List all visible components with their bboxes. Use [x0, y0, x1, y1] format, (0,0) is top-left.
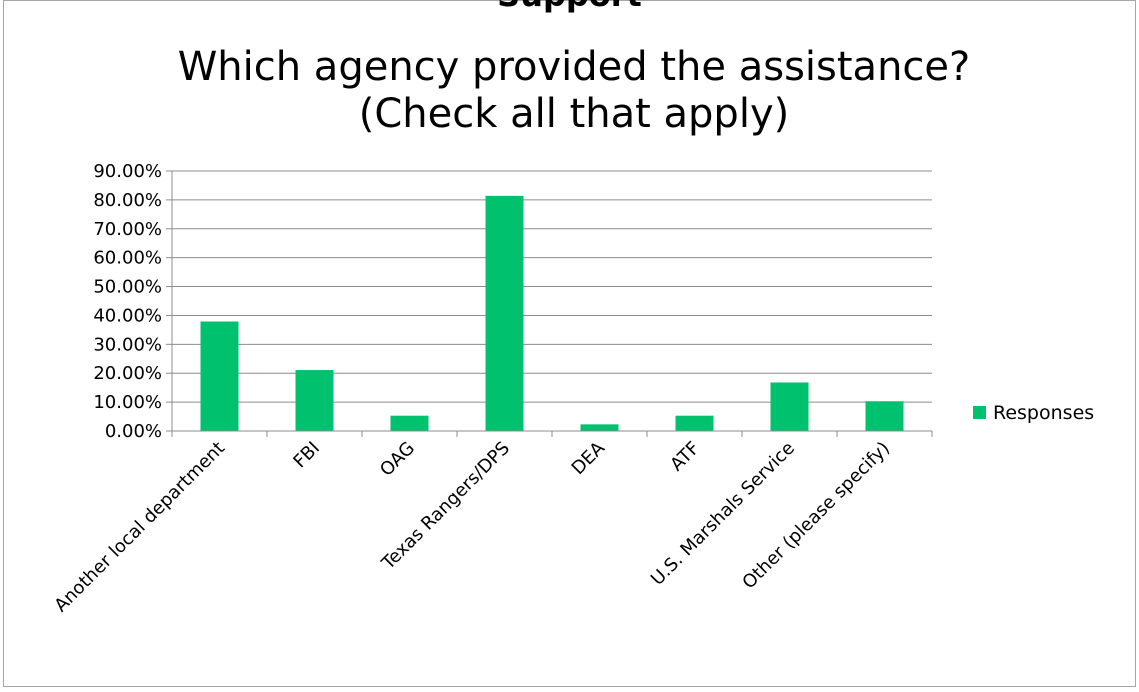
bar: [865, 401, 904, 431]
legend-label: Responses: [993, 402, 1094, 424]
y-tick-label: 40.00%: [93, 305, 162, 326]
y-tick-label: 50.00%: [93, 277, 162, 298]
y-tick-label: 30.00%: [93, 334, 162, 355]
chart-title-line-2: (Check all that apply): [359, 91, 789, 137]
y-tick-label: 20.00%: [93, 363, 162, 384]
x-category-label: Another local department: [50, 438, 229, 617]
y-tick-label: 80.00%: [93, 190, 162, 211]
cut-off-heading: Support: [0, 0, 1139, 14]
x-category-label: DEA: [568, 437, 610, 479]
y-axis-ticks: 0.00% 10.00% 20.00% 30.00% 40.00% 50.00% 60.00…: [93, 161, 172, 442]
bar: [770, 382, 809, 431]
y-tick-label: 70.00%: [93, 219, 162, 240]
bar: [675, 415, 714, 431]
bar: [200, 321, 239, 431]
x-axis: [171, 171, 933, 437]
bar: [485, 195, 524, 431]
chart-frame: [3, 0, 1136, 687]
y-tick-label: 0.00%: [105, 421, 162, 442]
y-tick-label: 60.00%: [93, 248, 162, 269]
bars: [200, 195, 904, 431]
y-tick-label: 90.00%: [93, 161, 162, 182]
bar: [390, 415, 429, 431]
x-category-label: ATF: [666, 438, 704, 476]
x-category-label: OAG: [376, 438, 419, 481]
bar: [580, 424, 619, 431]
gridlines: [172, 170, 932, 403]
x-category-label: FBI: [289, 438, 324, 473]
y-tick-label: 10.00%: [93, 392, 162, 413]
chart-title-line-1: Which agency provided the assistance?: [178, 44, 971, 90]
legend: Responses: [973, 402, 1094, 424]
legend-swatch: [973, 406, 986, 419]
bar: [295, 370, 334, 431]
